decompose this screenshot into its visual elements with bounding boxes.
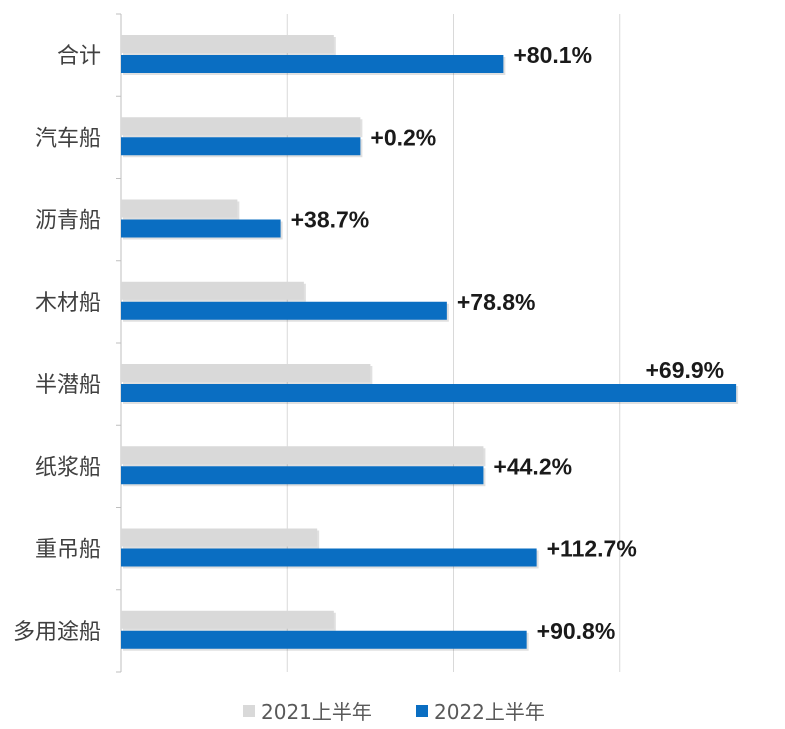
bar-2022-2 — [121, 219, 281, 238]
category-label: 重吊船 — [35, 538, 101, 563]
data-label: +38.7% — [291, 207, 370, 233]
category-label: 纸浆船 — [35, 455, 101, 480]
bar-2021-4 — [121, 364, 371, 382]
legend-swatch-2022 — [416, 705, 428, 717]
legend-label-2022: 2022上半年 — [434, 700, 545, 724]
bar-2021-6 — [121, 528, 318, 547]
bar-2021-2 — [121, 199, 238, 218]
legend: 2021上半年 2022上半年 — [243, 700, 545, 724]
data-label: +90.8% — [537, 618, 616, 644]
bar-2022-7 — [121, 630, 527, 649]
category-label: 合计 — [57, 44, 101, 69]
data-label: +0.2% — [370, 124, 436, 150]
bar-2022-0 — [121, 55, 504, 73]
data-label: +69.9% — [645, 357, 724, 383]
category-label: 多用途船 — [13, 620, 101, 645]
data-label: +80.1% — [513, 42, 592, 68]
bar-2022-3 — [121, 301, 447, 320]
data-label: +112.7% — [547, 536, 637, 562]
category-label: 木材船 — [35, 291, 101, 316]
data-label: +44.2% — [493, 453, 572, 479]
data-label: +78.8% — [457, 289, 536, 315]
bar-2022-1 — [121, 137, 361, 156]
bar-2022-4 — [121, 384, 737, 402]
gridlines — [116, 13, 621, 673]
bar-2021-5 — [121, 446, 484, 465]
bar-2021-7 — [121, 610, 334, 629]
bars — [121, 35, 739, 651]
bar-2021-1 — [121, 117, 361, 136]
bar-2022-6 — [121, 548, 537, 567]
category-label: 沥青船 — [35, 209, 101, 234]
category-label: 汽车船 — [35, 126, 101, 151]
bar-2022-5 — [121, 466, 484, 485]
bar-2021-3 — [121, 281, 304, 300]
data-labels: +80.1% +0.2% +38.7% +78.8% +69.9% +44.2% +112.… — [291, 42, 725, 644]
legend-swatch-2021 — [243, 705, 255, 717]
bar-2021-0 — [121, 35, 334, 53]
legend-label-2021: 2021上半年 — [261, 700, 372, 724]
category-label: 半潜船 — [35, 373, 101, 398]
